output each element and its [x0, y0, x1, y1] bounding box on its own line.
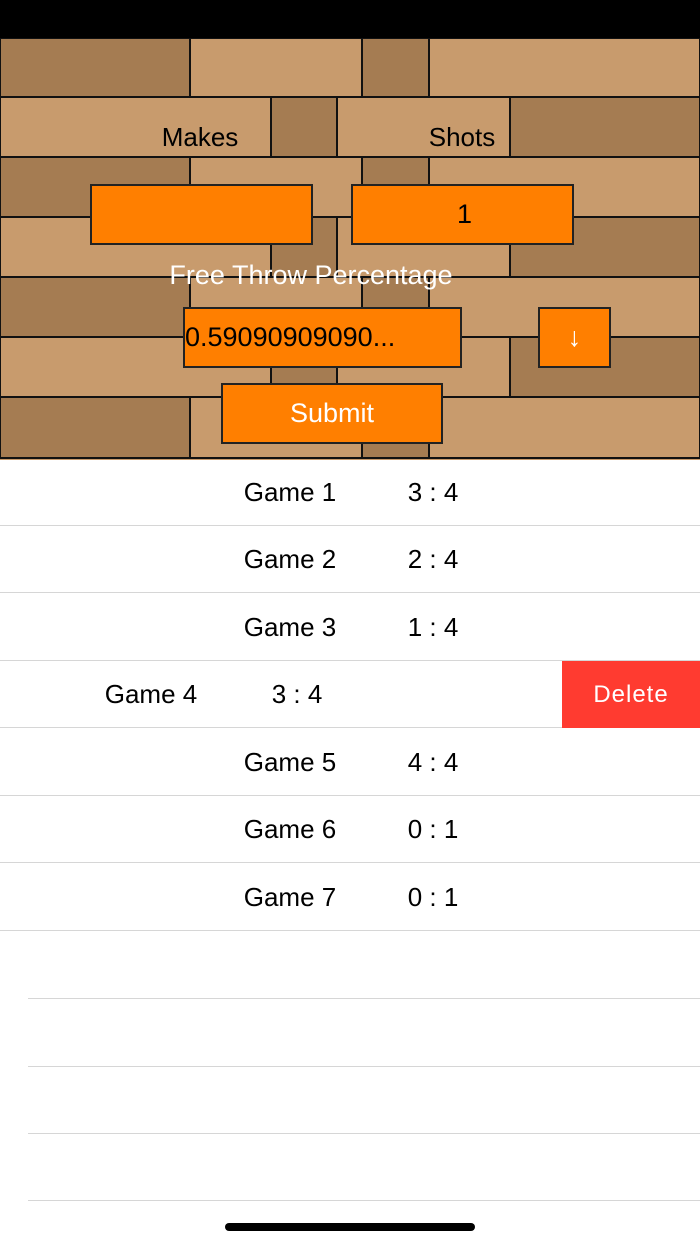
makes-label: Makes [161, 122, 239, 152]
game-name: Game 3 [243, 612, 337, 642]
delete-button[interactable]: Delete [562, 661, 700, 728]
home-indicator [225, 1223, 475, 1231]
game-score: 0 : 1 [407, 814, 459, 844]
game-name: Game 2 [243, 544, 337, 574]
table-row[interactable]: Game 7 0 : 1 [0, 864, 700, 931]
table-row[interactable]: Game 3 1 : 4 [0, 594, 700, 661]
percentage-field: 0.59090909090... [183, 307, 462, 368]
sort-button[interactable]: ↓ [538, 307, 611, 368]
separator [28, 1066, 700, 1067]
separator [28, 1200, 700, 1201]
game-name: Game 1 [243, 477, 337, 507]
table-row[interactable]: Game 2 2 : 4 [0, 526, 700, 593]
separator [28, 998, 700, 999]
game-name: Game 7 [243, 882, 337, 912]
separator [28, 1133, 700, 1134]
game-score: 2 : 4 [407, 544, 459, 574]
game-score: 4 : 4 [407, 747, 459, 777]
game-name: Game 6 [243, 814, 337, 844]
table-row[interactable]: Game 1 3 : 4 [0, 459, 700, 526]
game-name: Game 4 [104, 679, 198, 709]
table-row[interactable]: Game 4 3 : 4 Delete [0, 661, 700, 728]
percentage-label: Free Throw Percentage [169, 260, 453, 290]
table-row[interactable]: Game 6 0 : 1 [0, 796, 700, 863]
table-row[interactable]: Game 5 4 : 4 [0, 729, 700, 796]
game-score: 0 : 1 [407, 882, 459, 912]
shots-label: Shots [428, 122, 496, 152]
submit-button[interactable]: Submit [221, 383, 443, 444]
game-score: 1 : 4 [407, 612, 459, 642]
shots-input[interactable]: 1 [351, 184, 574, 245]
game-name: Game 5 [243, 747, 337, 777]
game-score: 3 : 4 [271, 679, 323, 709]
makes-input[interactable] [90, 184, 313, 245]
game-score: 3 : 4 [407, 477, 459, 507]
